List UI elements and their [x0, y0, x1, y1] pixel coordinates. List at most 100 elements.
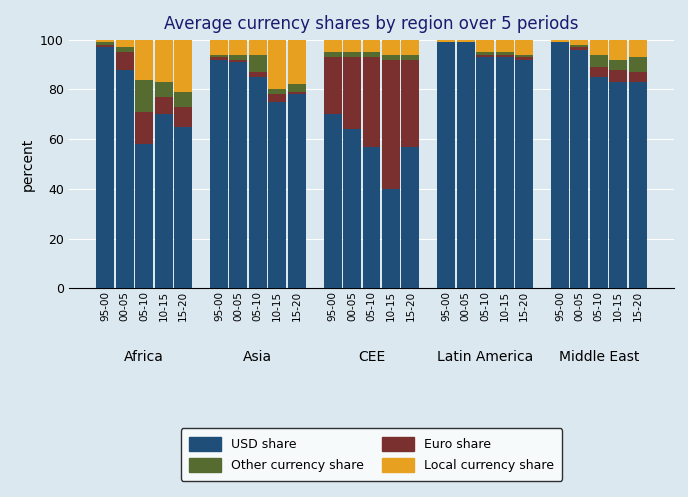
Bar [323, 40, 342, 52]
Text: Asia: Asia [244, 350, 272, 364]
Bar [515, 55, 533, 57]
Bar [343, 40, 361, 52]
Bar [136, 112, 153, 144]
Bar [495, 57, 514, 288]
Bar [515, 40, 533, 55]
Bar [116, 70, 133, 288]
Bar [570, 45, 588, 47]
Bar [249, 40, 267, 55]
Bar [551, 42, 569, 288]
Bar [590, 67, 608, 77]
Bar [495, 40, 514, 52]
Bar [116, 52, 133, 70]
Bar [249, 72, 267, 77]
Bar [174, 107, 192, 127]
Bar [249, 55, 267, 72]
Bar [268, 102, 286, 288]
Bar [610, 82, 627, 288]
Bar [382, 60, 400, 189]
Bar [382, 55, 400, 60]
Bar [96, 47, 114, 288]
Title: Average currency shares by region over 5 periods: Average currency shares by region over 5… [164, 14, 579, 33]
Bar [495, 55, 514, 57]
Bar [343, 129, 361, 288]
Bar [268, 40, 286, 89]
Bar [288, 92, 305, 94]
Bar [382, 40, 400, 55]
Bar [495, 52, 514, 55]
Bar [96, 40, 114, 42]
Bar [610, 60, 627, 70]
Bar [288, 94, 305, 288]
Bar [629, 40, 647, 57]
Bar [476, 52, 494, 55]
Bar [457, 40, 475, 42]
Bar [136, 80, 153, 112]
Bar [629, 72, 647, 82]
Bar [401, 60, 420, 147]
Bar [155, 114, 173, 288]
Bar [363, 52, 380, 57]
Text: CEE: CEE [358, 350, 385, 364]
Bar [323, 114, 342, 288]
Bar [155, 97, 173, 114]
Bar [438, 42, 455, 288]
Bar [476, 57, 494, 288]
Bar [116, 47, 133, 52]
Bar [268, 89, 286, 94]
Bar [323, 52, 342, 57]
Bar [476, 55, 494, 57]
Bar [174, 127, 192, 288]
Bar [363, 40, 380, 52]
Bar [570, 50, 588, 288]
Bar [116, 40, 133, 47]
Bar [155, 40, 173, 82]
Bar [401, 147, 420, 288]
Bar [210, 60, 228, 288]
Bar [363, 147, 380, 288]
Bar [570, 47, 588, 50]
Bar [590, 40, 608, 55]
Text: Africa: Africa [125, 350, 164, 364]
Bar [155, 82, 173, 97]
Bar [457, 42, 475, 288]
Bar [210, 55, 228, 57]
Bar [210, 57, 228, 60]
Bar [610, 70, 627, 82]
Bar [174, 92, 192, 107]
Bar [136, 144, 153, 288]
Bar [229, 62, 248, 288]
Bar [629, 82, 647, 288]
Bar [136, 40, 153, 80]
Bar [343, 52, 361, 57]
Bar [363, 57, 380, 147]
Y-axis label: percent: percent [21, 137, 34, 191]
Bar [610, 40, 627, 60]
Bar [96, 42, 114, 45]
Bar [476, 40, 494, 52]
Legend: USD share, Other currency share, Euro share, Local currency share: USD share, Other currency share, Euro sh… [181, 428, 562, 481]
Bar [210, 40, 228, 55]
Bar [590, 77, 608, 288]
Bar [382, 189, 400, 288]
Bar [229, 55, 248, 60]
Bar [249, 77, 267, 288]
Bar [629, 57, 647, 72]
Bar [343, 57, 361, 129]
Bar [590, 55, 608, 67]
Bar [288, 40, 305, 84]
Text: Latin America: Latin America [437, 350, 533, 364]
Bar [323, 57, 342, 114]
Bar [570, 40, 588, 45]
Bar [229, 40, 248, 55]
Bar [515, 60, 533, 288]
Bar [96, 45, 114, 47]
Bar [438, 40, 455, 42]
Bar [229, 60, 248, 62]
Bar [551, 40, 569, 42]
Bar [401, 40, 420, 55]
Bar [268, 94, 286, 102]
Bar [401, 55, 420, 60]
Text: Middle East: Middle East [559, 350, 639, 364]
Bar [174, 40, 192, 92]
